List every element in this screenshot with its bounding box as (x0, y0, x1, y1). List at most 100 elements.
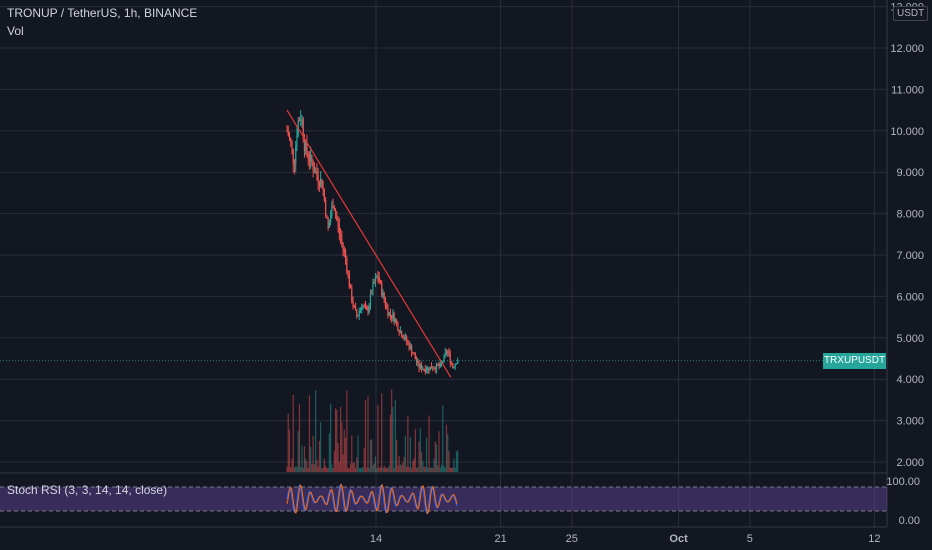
volume-bar (305, 458, 307, 472)
candle-body (384, 300, 387, 306)
volume-bar (414, 429, 416, 472)
volume-bar (351, 435, 353, 472)
candle-body (422, 368, 424, 370)
candle-body (427, 367, 429, 371)
candle-body (332, 206, 334, 208)
legend-volume-label: Vol (7, 24, 24, 38)
candle-body (363, 306, 365, 308)
candle-body (295, 146, 297, 166)
candle-body (454, 363, 456, 367)
volume-bar (394, 399, 397, 472)
symbol-price-badge: TRXUPUSDT (823, 352, 886, 369)
candle-body (361, 308, 363, 310)
candle-body (450, 362, 453, 364)
volume-bar (321, 467, 323, 472)
volume-bar (427, 467, 429, 472)
volume-bar (445, 424, 448, 472)
time-tick-label: 21 (494, 533, 506, 545)
candle-body (292, 148, 294, 164)
time-tick-label: 5 (747, 533, 753, 545)
volume-bar (354, 467, 357, 472)
candle-body (318, 182, 320, 186)
volume-bar (295, 466, 297, 472)
candle-body (368, 305, 370, 313)
price-tick-label: 12.000 (890, 43, 924, 55)
candle-body (298, 120, 301, 122)
stoch-rsi-band (0, 487, 887, 511)
price-tick-label: 10.000 (890, 126, 924, 138)
currency-badge[interactable]: USDT (893, 6, 929, 21)
candle-body (435, 363, 438, 370)
candle-body (413, 353, 415, 355)
price-axis-ticks: 2.000 3.000 4.000 5.000 6.000 7.000 8.000 9.000… (890, 2, 924, 469)
candle-body (337, 220, 339, 226)
candle-body (341, 238, 343, 243)
volume-bar (369, 439, 372, 472)
candle-body (317, 175, 319, 183)
candle-body (338, 225, 340, 234)
candle-body (457, 359, 459, 364)
candle-body (358, 310, 360, 315)
stoch-rsi-tick-label: 100.00 (886, 476, 920, 488)
volume-bar (388, 465, 390, 472)
candle-body (315, 171, 317, 173)
volume-bar (424, 466, 426, 472)
candle-body (327, 217, 329, 228)
volume-bar (413, 458, 415, 472)
volume-bar (333, 450, 335, 472)
volume-bar (437, 465, 439, 472)
candle-body (388, 312, 390, 316)
candle-body (326, 215, 328, 218)
candle-body (300, 119, 302, 121)
candle-body (392, 313, 394, 319)
candle-body (401, 331, 403, 337)
volume-bar (425, 437, 428, 472)
price-candles (286, 110, 459, 375)
volume-bar (428, 415, 430, 472)
volume-bar (338, 462, 340, 472)
candle-body (301, 119, 303, 121)
volume-bar (389, 414, 392, 472)
candle-body (290, 138, 292, 142)
candle-body (366, 307, 368, 310)
volume-bar (286, 466, 288, 472)
volume-bar (323, 458, 325, 472)
stoch-rsi-axis-ticks: 100.00 0.00 (886, 476, 920, 527)
candle-body (333, 207, 335, 211)
volume-bar (343, 429, 345, 472)
volume-bar (352, 463, 354, 472)
volume-bar (438, 431, 440, 472)
volume-bar (440, 464, 443, 472)
volume-bar (312, 435, 314, 472)
candle-body (349, 286, 352, 289)
volume-bar (325, 465, 327, 472)
volume-bar (383, 465, 385, 472)
candle-body (399, 331, 401, 334)
volume-bar (317, 466, 319, 472)
candle-body (398, 330, 400, 334)
candle-body (417, 361, 419, 363)
volume-bar (449, 467, 451, 472)
volume-bar (432, 467, 434, 472)
candle-body (445, 352, 448, 354)
volume-bar (442, 405, 444, 472)
volume-bar (348, 467, 350, 472)
volume-bar (391, 389, 393, 472)
candle-body (322, 187, 324, 189)
volume-bar (290, 466, 292, 472)
candle-body (381, 282, 383, 296)
volume-bar (291, 458, 293, 472)
volume-bar (450, 467, 453, 472)
volume-bar (429, 467, 431, 472)
candle-body (303, 138, 306, 151)
candle-body (428, 367, 430, 371)
candle-body (311, 154, 313, 164)
volume-bar (364, 400, 367, 472)
volume-bar (409, 437, 411, 472)
candle-body (448, 351, 450, 354)
volume-bar (313, 464, 316, 472)
candle-body (356, 310, 358, 317)
volume-bar (316, 459, 318, 472)
volume-bar (408, 467, 410, 472)
